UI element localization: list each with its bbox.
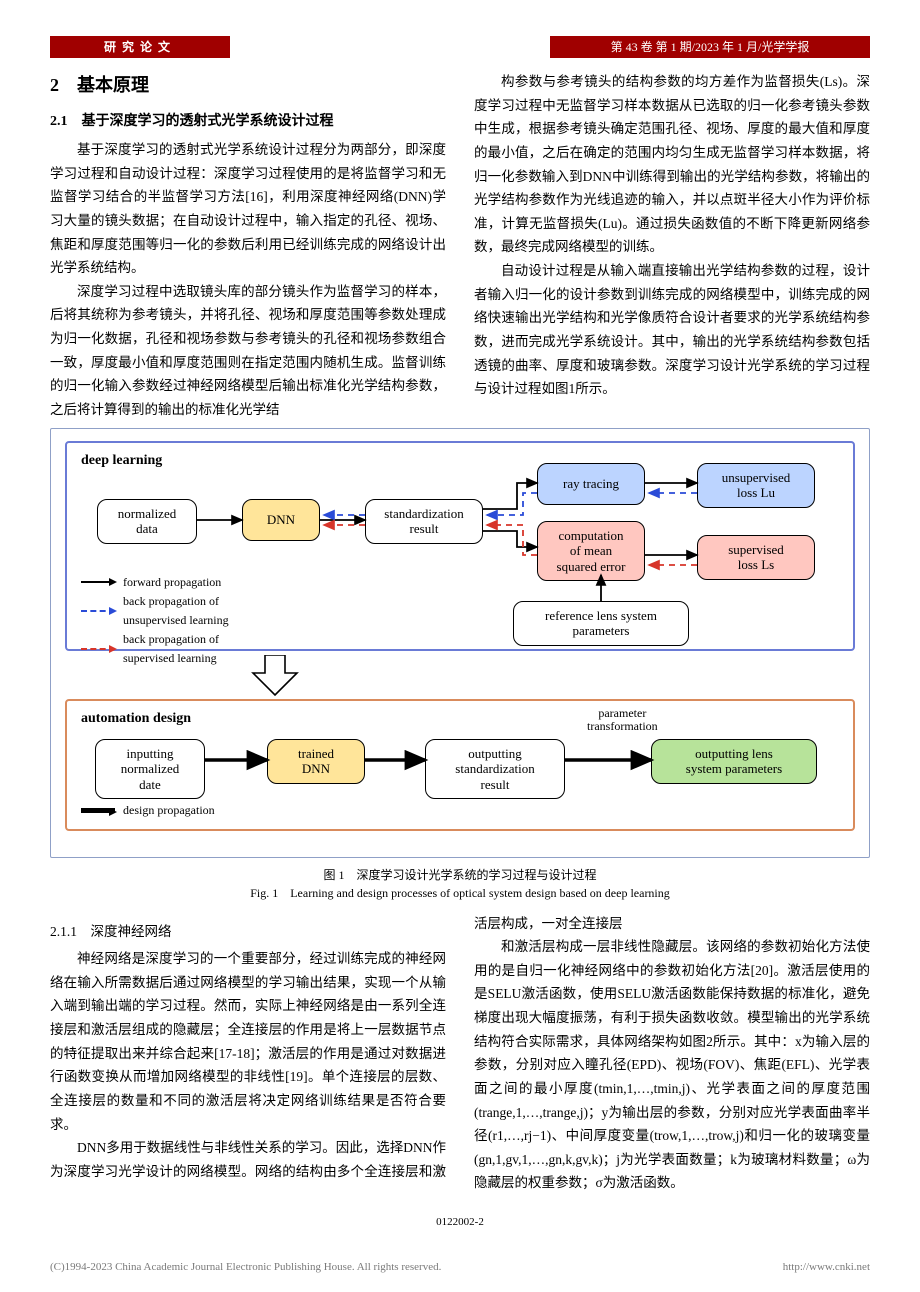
node-trained-dnn: trained DNN [267, 739, 365, 784]
figure-1: deep learning normalized data DNN standa… [50, 428, 870, 858]
body-columns: 2 基本原理 2.1 基于深度学习的透射式光学系统设计过程 基于深度学习的透射式… [50, 70, 870, 1195]
panel2-legend: design propagation [81, 801, 215, 820]
para: 构参数与参考镜头的结构参数的均方差作为监督损失(Ls)。深度学习过程中无监督学习… [474, 70, 870, 259]
section-2-1-heading: 2.1 基于深度学习的透射式光学系统设计过程 [50, 110, 446, 135]
node-output-standardization: outputting standardization result [425, 739, 565, 800]
header-left: 研究论文 [50, 36, 230, 58]
node-dnn: DNN [242, 499, 320, 541]
node-unsupervised-loss: unsupervised loss Lu [697, 463, 815, 508]
header-right: 第 43 卷 第 1 期/2023 年 1 月/光学学报 [550, 36, 870, 58]
section-2-1-1-heading: 2.1.1 深度神经网络 [50, 920, 446, 944]
node-supervised-loss: supervised loss Ls [697, 535, 815, 580]
page-header: 研究论文 第 43 卷 第 1 期/2023 年 1 月/光学学报 [50, 36, 870, 58]
page-number: 0122002-2 [50, 1213, 870, 1232]
section-2-heading: 2 基本原理 [50, 70, 446, 102]
node-normalized-data: normalized data [97, 499, 197, 544]
node-mse: computation of mean squared error [537, 521, 645, 582]
panel-automation-design: automation design inputting normalized d… [65, 699, 855, 831]
para: 和激活层构成一层非线性隐藏层。该网络的参数初始化方法使用的是自归一化神经网络中的… [474, 935, 870, 1195]
panel-label: deep learning [81, 449, 162, 474]
footer-left: (C)1994-2023 China Academic Journal Elec… [50, 1258, 441, 1277]
param-transformation-label: parameter transformation [587, 707, 658, 735]
para: 深度学习过程中选取镜头库的部分镜头作为监督学习的样本，后将其统称为参考镜头，并将… [50, 280, 446, 422]
node-standardization-result: standardization result [365, 499, 483, 544]
footer-right: http://www.cnki.net [783, 1258, 870, 1277]
panel-deep-learning: deep learning normalized data DNN standa… [65, 441, 855, 651]
para: 基于深度学习的透射式光学系统设计过程分为两部分，即深度学习过程和自动设计过程：深… [50, 138, 446, 280]
figure-1-caption: 图 1 深度学习设计光学系统的学习过程与设计过程 Fig. 1 Learning… [50, 866, 870, 902]
para: 自动设计过程是从输入端直接输出光学结构参数的过程，设计者输入归一化的设计参数到训… [474, 259, 870, 401]
para: 神经网络是深度学习的一个重要部分，经过训练完成的神经网络在输入所需数据后通过网络… [50, 947, 446, 1136]
node-output-lens-params: outputting lens system parameters [651, 739, 817, 784]
panel-label: automation design [81, 707, 191, 732]
page-footer: (C)1994-2023 China Academic Journal Elec… [0, 1252, 920, 1291]
node-ray-tracing: ray tracing [537, 463, 645, 505]
node-reference-lens: reference lens system parameters [513, 601, 689, 646]
section-num: 2 [50, 75, 59, 95]
node-input-normalized: inputting normalized date [95, 739, 205, 800]
panel1-legend: forward propagation back propagation of … [81, 573, 229, 669]
